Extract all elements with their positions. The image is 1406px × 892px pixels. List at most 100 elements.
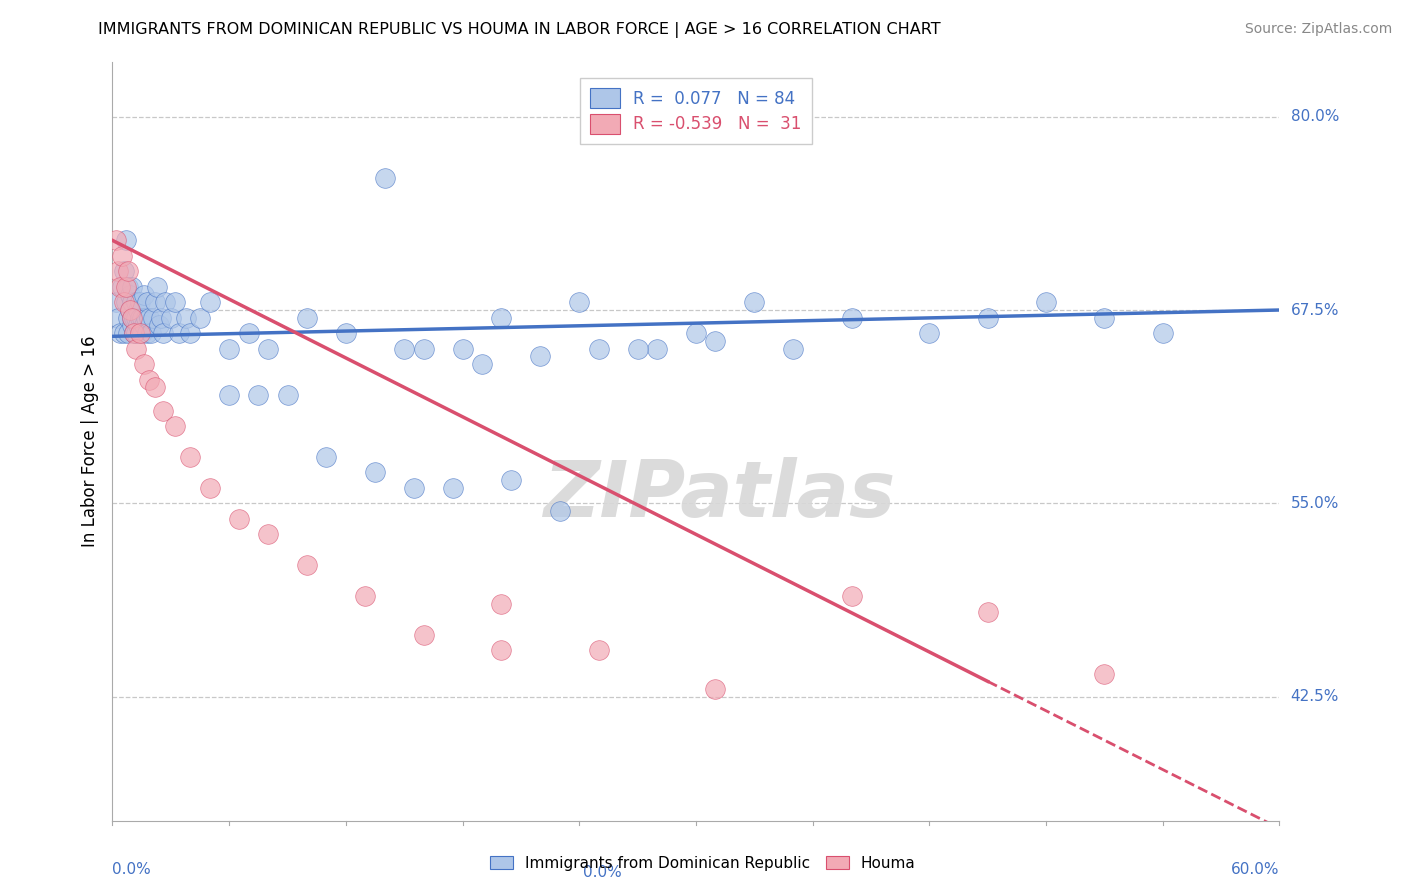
Point bbox=[976, 310, 998, 325]
Point bbox=[121, 310, 143, 325]
Point bbox=[105, 233, 128, 247]
Point bbox=[402, 481, 425, 495]
Point bbox=[115, 295, 138, 310]
Point bbox=[112, 264, 135, 278]
Point bbox=[491, 643, 513, 657]
Point bbox=[588, 643, 610, 657]
Point bbox=[125, 310, 148, 325]
Point bbox=[125, 342, 148, 356]
Point bbox=[548, 504, 571, 518]
Point bbox=[117, 326, 139, 341]
Point bbox=[412, 342, 434, 356]
Point bbox=[122, 326, 145, 341]
Point bbox=[110, 280, 132, 294]
Point bbox=[115, 233, 138, 247]
Point bbox=[335, 326, 357, 341]
Point bbox=[529, 350, 551, 364]
Point bbox=[645, 342, 668, 356]
Point bbox=[118, 303, 141, 318]
Point bbox=[491, 310, 513, 325]
Point bbox=[146, 280, 169, 294]
Text: 0.0%: 0.0% bbox=[112, 863, 152, 878]
Point bbox=[138, 310, 160, 325]
Point bbox=[198, 481, 221, 495]
Point bbox=[685, 326, 707, 341]
Point bbox=[394, 342, 416, 356]
Point bbox=[354, 589, 377, 603]
Point bbox=[128, 310, 150, 325]
Point bbox=[257, 527, 280, 541]
Point bbox=[138, 373, 160, 387]
Point bbox=[128, 295, 150, 310]
Point bbox=[152, 403, 174, 417]
Point bbox=[451, 342, 474, 356]
Point bbox=[238, 326, 260, 341]
Point bbox=[136, 295, 159, 310]
Point bbox=[163, 419, 186, 434]
Legend: R =  0.077   N = 84, R = -0.539   N =  31: R = 0.077 N = 84, R = -0.539 N = 31 bbox=[581, 78, 811, 144]
Point bbox=[295, 558, 318, 573]
Point bbox=[568, 295, 591, 310]
Text: 0.0%: 0.0% bbox=[583, 865, 623, 880]
Point bbox=[247, 388, 270, 402]
Point bbox=[198, 295, 221, 310]
Point bbox=[471, 357, 494, 371]
Text: Source: ZipAtlas.com: Source: ZipAtlas.com bbox=[1244, 22, 1392, 37]
Point bbox=[167, 326, 190, 341]
Point bbox=[121, 310, 143, 325]
Point bbox=[918, 326, 941, 341]
Text: 80.0%: 80.0% bbox=[1291, 109, 1339, 124]
Point bbox=[501, 473, 523, 487]
Point bbox=[132, 357, 155, 371]
Point bbox=[218, 388, 240, 402]
Point bbox=[782, 342, 804, 356]
Point bbox=[112, 326, 135, 341]
Point bbox=[1094, 310, 1116, 325]
Point bbox=[107, 310, 129, 325]
Point bbox=[441, 481, 464, 495]
Point bbox=[131, 310, 153, 325]
Point bbox=[179, 326, 201, 341]
Point bbox=[111, 249, 134, 263]
Point bbox=[136, 326, 159, 341]
Point bbox=[143, 380, 166, 394]
Point bbox=[125, 326, 148, 341]
Point bbox=[107, 264, 129, 278]
Point bbox=[1152, 326, 1174, 341]
Point bbox=[491, 597, 513, 611]
Text: 67.5%: 67.5% bbox=[1291, 302, 1339, 318]
Point bbox=[704, 334, 727, 348]
Point bbox=[142, 310, 165, 325]
Point bbox=[163, 295, 186, 310]
Point bbox=[150, 310, 173, 325]
Point bbox=[153, 295, 176, 310]
Text: 55.0%: 55.0% bbox=[1291, 496, 1339, 511]
Point bbox=[143, 295, 166, 310]
Point bbox=[160, 310, 183, 325]
Point bbox=[132, 318, 155, 333]
Text: 42.5%: 42.5% bbox=[1291, 690, 1339, 705]
Y-axis label: In Labor Force | Age > 16: In Labor Force | Age > 16 bbox=[80, 335, 98, 548]
Point bbox=[1035, 295, 1057, 310]
Text: ZIPatlas: ZIPatlas bbox=[543, 457, 896, 533]
Text: 60.0%: 60.0% bbox=[1232, 863, 1279, 878]
Point bbox=[295, 310, 318, 325]
Point bbox=[744, 295, 766, 310]
Point bbox=[128, 326, 150, 341]
Point bbox=[121, 295, 143, 310]
Point bbox=[132, 287, 155, 301]
Point bbox=[131, 326, 153, 341]
Point bbox=[118, 303, 141, 318]
Point bbox=[627, 342, 650, 356]
Point bbox=[412, 628, 434, 642]
Point bbox=[704, 682, 727, 697]
Point bbox=[127, 303, 149, 318]
Point bbox=[117, 280, 139, 294]
Point bbox=[841, 589, 863, 603]
Point bbox=[976, 605, 998, 619]
Point bbox=[125, 295, 148, 310]
Point bbox=[1094, 666, 1116, 681]
Point bbox=[148, 318, 170, 333]
Point bbox=[111, 280, 134, 294]
Point bbox=[364, 466, 387, 480]
